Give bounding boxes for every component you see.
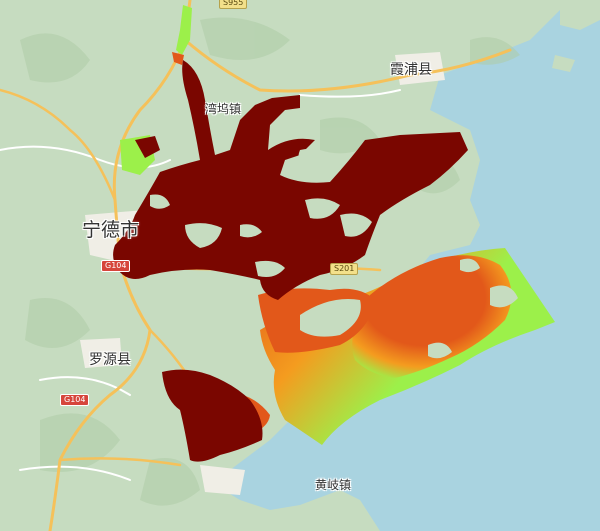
place-label-xiapu[interactable]: 霞浦县 <box>390 62 432 78</box>
road-shield-g104: G104 <box>101 260 131 272</box>
overlay-high-northwest <box>135 136 160 158</box>
place-label-wanwu[interactable]: 湾坞镇 <box>205 102 242 116</box>
road-shield-s955: S955 <box>219 0 248 9</box>
overlay-north-river <box>176 5 192 55</box>
land-east-islands <box>512 0 600 300</box>
overlay-east-bay <box>352 255 512 378</box>
place-label-ningde[interactable]: 宁德市 <box>82 219 140 241</box>
road-shield-s201: S201 <box>330 263 359 275</box>
islands <box>150 148 518 359</box>
road-shield-g104: G104 <box>60 394 90 406</box>
overlay-north-river-mid <box>172 52 184 65</box>
place-label-huangqi[interactable]: 黄岐镇 <box>315 478 352 492</box>
overlay-high-south <box>162 369 263 462</box>
place-label-luoyuan[interactable]: 罗源县 <box>89 352 131 368</box>
